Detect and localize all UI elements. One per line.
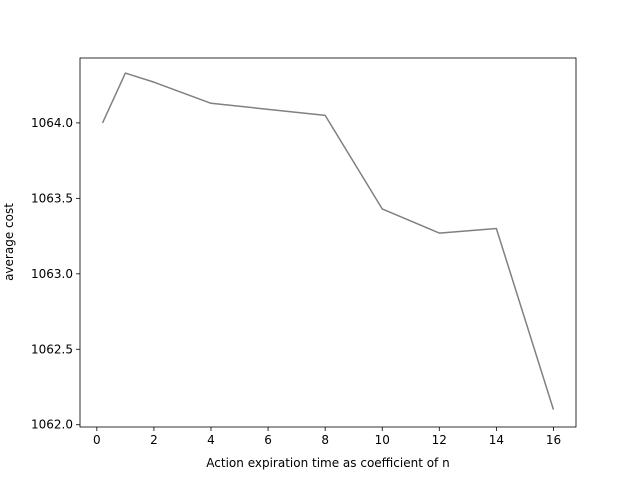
y-tick-label: 1063.5 [31,191,73,205]
plot-frame [79,57,577,428]
x-tick-label: 14 [489,433,504,447]
y-tick-label: 1064.0 [31,116,73,130]
x-tick-label: 12 [432,433,447,447]
y-tick-label: 1062.0 [31,418,73,432]
x-tick-label: 4 [207,433,215,447]
x-tick-label: 6 [264,433,272,447]
y-tick-label: 1063.0 [31,267,73,281]
x-tick-label: 0 [93,433,101,447]
y-tick-label: 1062.5 [31,342,73,356]
series-line-0 [101,72,555,410]
x-axis: 0 2 4 6 8 10 12 14 16 [93,427,561,447]
y-axis: 1062.0 1062.5 1063.0 1063.5 1064.0 [31,116,80,432]
x-tick-label: 16 [546,433,561,447]
plot-area [79,57,577,428]
x-tick-label: 8 [321,433,329,447]
series-layer [101,72,555,410]
x-tick-label: 2 [150,433,158,447]
x-tick-label: 10 [375,433,390,447]
x-axis-label: Action expiration time as coefficient of… [206,456,449,470]
y-axis-label: average cost [2,203,16,281]
